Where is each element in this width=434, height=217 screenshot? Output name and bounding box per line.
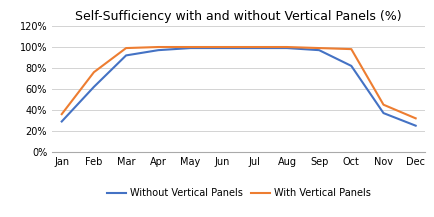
- Legend: Without Vertical Panels, With Vertical Panels: Without Vertical Panels, With Vertical P…: [103, 184, 375, 202]
- With Vertical Panels: [284, 46, 289, 48]
- With Vertical Panels: [381, 104, 386, 106]
- Without Vertical Panels: [156, 49, 161, 51]
- Without Vertical Panels: [188, 47, 193, 49]
- With Vertical Panels: [188, 46, 193, 48]
- Without Vertical Panels: [316, 49, 322, 51]
- With Vertical Panels: [252, 46, 257, 48]
- With Vertical Panels: [124, 47, 129, 49]
- Without Vertical Panels: [220, 47, 225, 49]
- Without Vertical Panels: [91, 85, 96, 88]
- With Vertical Panels: [156, 46, 161, 48]
- Title: Self-Sufficiency with and without Vertical Panels (%): Self-Sufficiency with and without Vertic…: [76, 10, 402, 23]
- Without Vertical Panels: [349, 65, 354, 67]
- With Vertical Panels: [316, 47, 322, 49]
- With Vertical Panels: [349, 48, 354, 50]
- Without Vertical Panels: [381, 112, 386, 114]
- Line: Without Vertical Panels: Without Vertical Panels: [62, 48, 416, 126]
- Without Vertical Panels: [124, 54, 129, 57]
- Without Vertical Panels: [252, 47, 257, 49]
- With Vertical Panels: [59, 113, 64, 115]
- With Vertical Panels: [413, 117, 418, 120]
- Without Vertical Panels: [284, 47, 289, 49]
- With Vertical Panels: [220, 46, 225, 48]
- Without Vertical Panels: [59, 120, 64, 123]
- Line: With Vertical Panels: With Vertical Panels: [62, 47, 416, 118]
- Without Vertical Panels: [413, 124, 418, 127]
- With Vertical Panels: [91, 71, 96, 74]
